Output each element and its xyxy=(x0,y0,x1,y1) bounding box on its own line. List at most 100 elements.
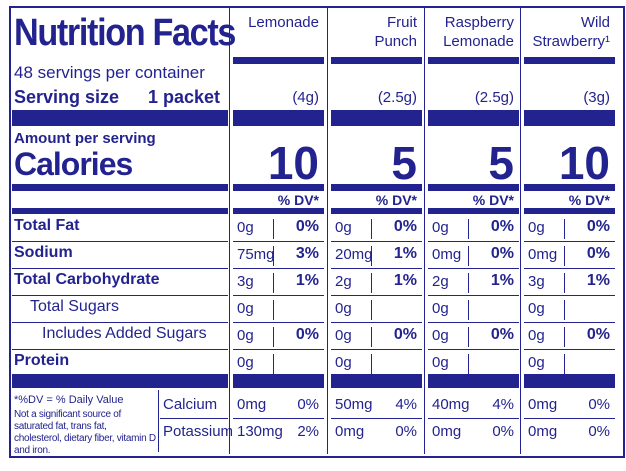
column-divider xyxy=(327,8,328,454)
dv: 0% xyxy=(395,423,417,440)
dv: 0% xyxy=(393,218,417,235)
dv: 3% xyxy=(295,245,319,262)
amount: 0g xyxy=(432,219,449,236)
amount: 0g xyxy=(528,300,545,317)
divider xyxy=(564,246,565,266)
amount: 0g xyxy=(335,219,352,236)
rule xyxy=(233,208,324,214)
divider xyxy=(564,219,565,239)
amount: 0g xyxy=(237,219,254,236)
row-rule xyxy=(331,241,422,242)
product-name: Lemonade xyxy=(248,14,319,31)
serving-size-value: 1 packet xyxy=(148,87,221,107)
nutrient-label: Includes Added Sugars xyxy=(42,325,207,342)
column-divider xyxy=(424,8,425,454)
dv: 2% xyxy=(297,423,319,440)
rule xyxy=(12,374,228,388)
product-name: Raspberry xyxy=(444,14,514,31)
row-rule xyxy=(233,295,324,296)
amount: 0mg xyxy=(528,396,558,413)
rule xyxy=(233,374,324,388)
product-name: Strawberry¹ xyxy=(532,33,610,50)
amount: 0mg xyxy=(528,423,558,440)
dv: 0% xyxy=(586,218,610,235)
divider xyxy=(564,273,565,293)
row-rule xyxy=(160,418,228,419)
row-rule xyxy=(428,295,519,296)
dv: 1% xyxy=(295,272,319,289)
serving-weight: (3g) xyxy=(583,89,610,106)
nutrient-label: Sodium xyxy=(14,244,73,261)
dv: 0% xyxy=(490,245,514,262)
dv: 1% xyxy=(586,272,610,289)
calories: 10 xyxy=(558,137,610,189)
product-name: Lemonade xyxy=(443,33,514,50)
divider xyxy=(468,300,469,320)
nutrient-label: Total Carbohydrate xyxy=(14,271,160,288)
amount: 0g xyxy=(528,354,545,371)
divider xyxy=(468,327,469,347)
product-name: Punch xyxy=(374,33,417,50)
amount: 40mg xyxy=(432,396,470,413)
vitamin-label: Potassium xyxy=(163,423,234,440)
amount: 0g xyxy=(432,327,449,344)
row-rule xyxy=(524,268,615,269)
calories: 5 xyxy=(488,137,514,189)
amount: 3g xyxy=(528,273,545,290)
divider xyxy=(371,273,372,293)
amount: 130mg xyxy=(237,423,283,440)
dv: 0% xyxy=(393,326,417,343)
row-rule xyxy=(331,295,422,296)
row-rule xyxy=(524,349,615,350)
divider xyxy=(564,300,565,320)
column-divider xyxy=(229,8,230,454)
row-rule xyxy=(12,322,228,323)
dv: 0% xyxy=(586,326,610,343)
amount: 2g xyxy=(335,273,352,290)
row-rule xyxy=(428,268,519,269)
calories-label: Calories xyxy=(14,146,133,182)
serving-size-label: Serving size xyxy=(14,87,120,107)
divider xyxy=(273,246,274,266)
product-name-rule xyxy=(524,57,615,64)
nutrient-label: Total Fat xyxy=(14,217,80,234)
rule xyxy=(233,110,324,126)
product-name-rule xyxy=(331,57,422,64)
row-rule xyxy=(233,241,324,242)
rule xyxy=(331,208,422,214)
dv-header: % DV* xyxy=(277,192,319,208)
rule xyxy=(524,208,615,214)
row-rule xyxy=(524,418,615,419)
amount: 2g xyxy=(432,273,449,290)
serving-weight: (4g) xyxy=(292,89,319,106)
dv: 0% xyxy=(490,218,514,235)
dv: 0% xyxy=(297,396,319,413)
row-rule xyxy=(524,241,615,242)
row-rule xyxy=(331,322,422,323)
dv: 0% xyxy=(490,326,514,343)
row-rule xyxy=(524,322,615,323)
dv: 1% xyxy=(393,245,417,262)
row-rule xyxy=(428,349,519,350)
rule xyxy=(524,374,615,388)
amount: 75mg xyxy=(237,246,275,263)
vitamin-label: Calcium xyxy=(163,396,218,413)
amount: 0g xyxy=(335,354,352,371)
column-divider xyxy=(520,8,521,454)
divider xyxy=(371,354,372,374)
dv-note: *%DV = % Daily Value xyxy=(14,394,124,406)
serving-weight: (2.5g) xyxy=(377,89,417,106)
amount: 3g xyxy=(237,273,254,290)
row-rule xyxy=(233,418,324,419)
dv-header: % DV* xyxy=(472,192,514,208)
product-name: Wild xyxy=(580,14,610,31)
rule xyxy=(12,208,228,214)
row-rule xyxy=(12,295,228,296)
rule xyxy=(524,184,615,191)
row-rule xyxy=(331,418,422,419)
row-rule xyxy=(428,241,519,242)
divider xyxy=(468,219,469,239)
divider xyxy=(273,327,274,347)
divider xyxy=(158,390,159,452)
